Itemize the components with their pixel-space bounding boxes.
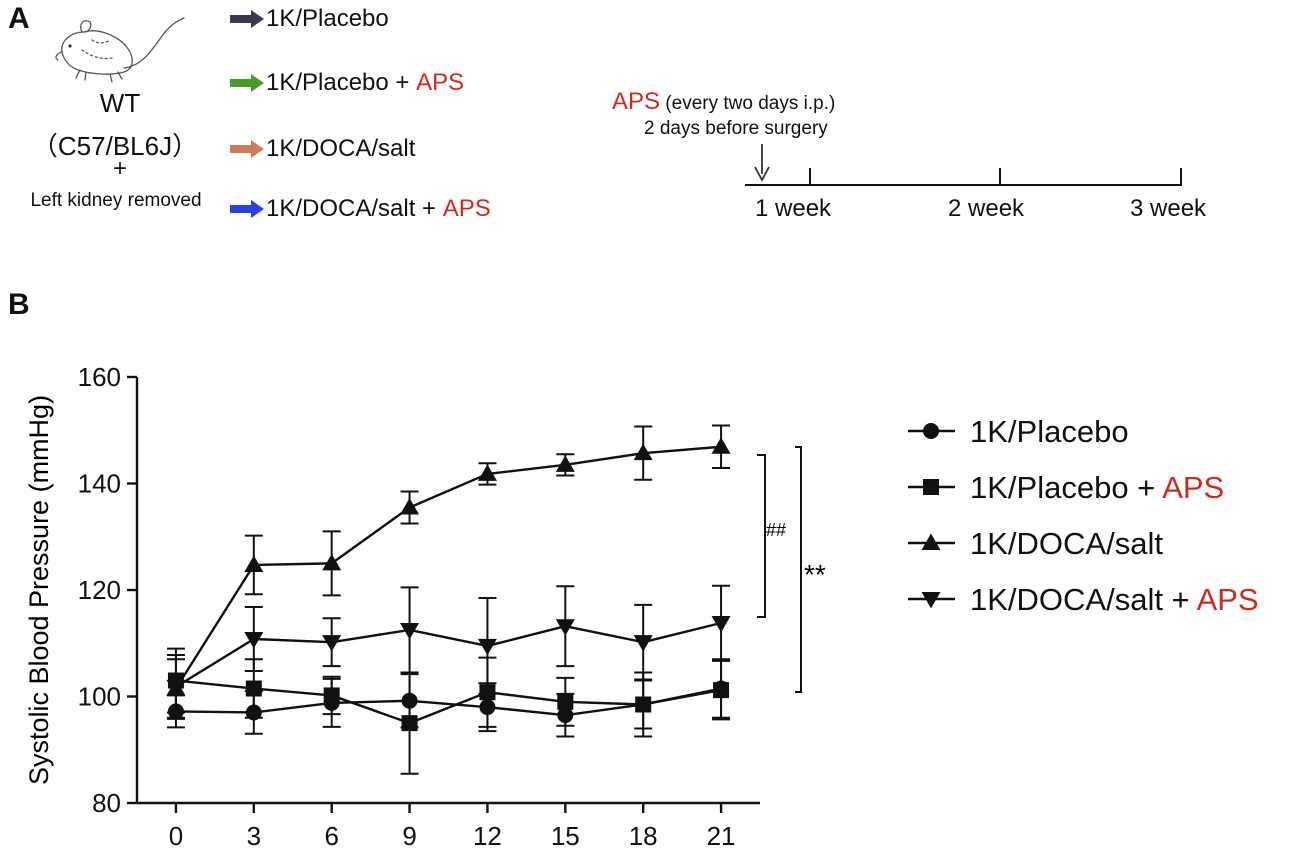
data-point: [401, 715, 418, 732]
arrow-right-icon: [230, 74, 264, 92]
series-line: [175, 621, 722, 688]
data-point: [555, 619, 575, 636]
group-label: 1K/DOCA/salt: [266, 135, 416, 162]
series-line: [174, 445, 722, 690]
panel-a-letter: A: [8, 2, 30, 35]
chart-axes: [135, 377, 760, 805]
data-point: [557, 693, 574, 710]
timeline-aps-note: APS (every two days i.p.): [612, 88, 835, 116]
chart-legend: 1K/Placebo 1K/Placebo + APS 1K/DOCA/salt 1K…: [908, 414, 1259, 617]
y-tick-label: 120: [78, 575, 121, 605]
data-point: [635, 696, 652, 713]
timeline-axis: [745, 144, 1182, 186]
data-point: [477, 638, 497, 656]
data-point: [400, 622, 420, 640]
legend-label-aps: APS: [1162, 470, 1224, 505]
group-label: 1K/DOCA/salt +: [266, 195, 437, 222]
data-point: [245, 704, 262, 721]
timeline-schedule: (every two days i.p.): [660, 93, 836, 114]
legend-label: 1K/DOCA/salt + APS: [970, 582, 1259, 617]
legend-marker: [923, 423, 939, 439]
timeline-aps: APS: [612, 88, 661, 115]
series-line: [175, 679, 722, 725]
group-label-aps: APS: [416, 69, 465, 96]
sig-hash-label: ##: [766, 520, 786, 540]
timeline-start-note: 2 days before surgery: [644, 118, 828, 139]
group-item: 1K/DOCA/salt: [230, 135, 415, 163]
mouse-strain-c57: （C57/BL6J）: [31, 131, 199, 161]
legend-marker: [921, 592, 941, 609]
significance-brackets: ## **: [757, 446, 826, 693]
data-point: [713, 682, 730, 699]
group-label: 1K/Placebo +: [266, 69, 410, 96]
data-point: [166, 679, 186, 697]
series-markers: [166, 437, 731, 732]
mouse-strain-wt: WT: [99, 88, 141, 118]
mouse-plus: +: [112, 155, 127, 182]
data-point: [167, 703, 184, 720]
data-point: [711, 437, 731, 454]
y-ticks: 80 100 120 140 160: [78, 362, 137, 818]
mouse-icon: [55, 17, 185, 83]
data-point: [400, 497, 420, 515]
series-lines: [174, 445, 722, 725]
legend-marker: [923, 479, 939, 495]
group-item: 1K/Placebo: [230, 5, 389, 33]
y-tick-label: 100: [78, 682, 121, 712]
x-tick-label: 15: [551, 821, 580, 851]
data-point: [479, 699, 496, 716]
y-tick-label: 140: [78, 469, 121, 499]
group-item: 1K/DOCA/salt + APS: [230, 195, 491, 223]
x-tick-label: 9: [402, 821, 416, 851]
group-label-aps: APS: [442, 195, 491, 222]
data-point: [322, 553, 342, 571]
data-point: [244, 631, 264, 649]
timeline-week-label: 3 week: [1130, 195, 1207, 222]
mouse-surgery: Left kidney removed: [30, 190, 202, 211]
bp-chart: 80 100 120 140 160 0 3 6 9 12 15 18 21 Systolic Blo…: [24, 362, 1259, 851]
data-point: [633, 443, 653, 461]
legend-label-aps: APS: [1197, 582, 1259, 617]
legend-label: 1K/Placebo + APS: [970, 470, 1224, 505]
y-axis-label: Systolic Blood Pressure (mmHg): [24, 395, 54, 785]
group-item: 1K/Placebo + APS: [230, 69, 464, 97]
y-tick-label: 80: [92, 788, 121, 818]
error-bars: [166, 424, 731, 775]
panel-b-letter: B: [8, 288, 30, 321]
timeline-week-label: 2 week: [948, 195, 1025, 222]
timeline-week-label: 1 week: [755, 195, 832, 222]
x-tick-label: 0: [169, 821, 183, 851]
y-tick-label: 160: [78, 362, 121, 392]
x-ticks: 0 3 6 9 12 15 18 21: [169, 803, 736, 851]
data-point: [245, 680, 262, 697]
x-tick-label: 12: [473, 821, 502, 851]
data-point: [711, 616, 731, 633]
data-point: [555, 455, 575, 472]
data-point: [323, 687, 340, 704]
data-point: [633, 635, 653, 652]
arrow-right-icon: [230, 140, 264, 158]
data-point: [477, 464, 497, 481]
x-tick-label: 18: [629, 821, 658, 851]
legend-marker: [921, 533, 941, 550]
data-point: [322, 635, 342, 652]
legend-label: 1K/DOCA/salt: [970, 526, 1163, 561]
arrow-right-icon: [230, 200, 264, 218]
data-point: [244, 555, 264, 572]
legend-label: 1K/Placebo: [970, 414, 1129, 449]
arrow-right-icon: [230, 10, 264, 28]
data-point: [401, 692, 418, 709]
group-label: 1K/Placebo: [266, 5, 389, 32]
series-line: [175, 687, 722, 717]
sig-star-label: **: [804, 559, 826, 590]
x-tick-label: 3: [247, 821, 261, 851]
x-tick-label: 6: [324, 821, 338, 851]
x-tick-label: 21: [707, 821, 736, 851]
data-point: [557, 707, 574, 724]
data-point: [479, 684, 496, 701]
